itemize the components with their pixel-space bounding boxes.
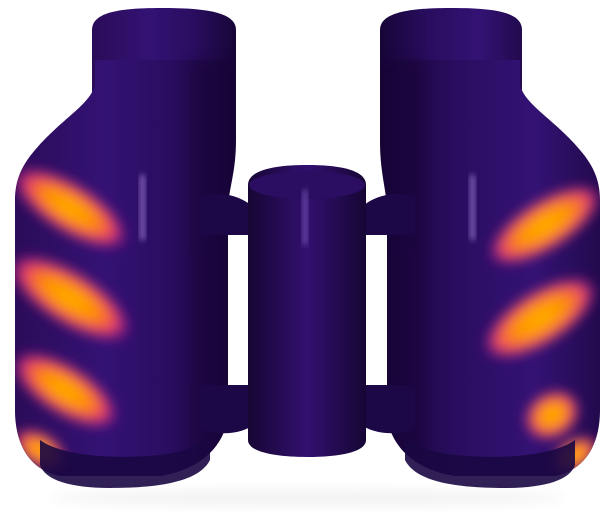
- ground-shadow: [47, 490, 567, 506]
- center-hinge: [200, 165, 415, 457]
- center-highlight: [303, 190, 307, 245]
- right-highlight: [470, 175, 475, 240]
- center-cylinder-top: [249, 171, 365, 199]
- right-objective-body: [380, 60, 600, 476]
- left-barrel: [15, 8, 236, 488]
- left-gap: [233, 238, 247, 383]
- left-highlight: [140, 175, 145, 240]
- center-cylinder: [248, 165, 366, 457]
- right-gap: [366, 238, 380, 383]
- left-bottom-rim: [40, 438, 210, 488]
- right-bottom-rim: [405, 438, 575, 488]
